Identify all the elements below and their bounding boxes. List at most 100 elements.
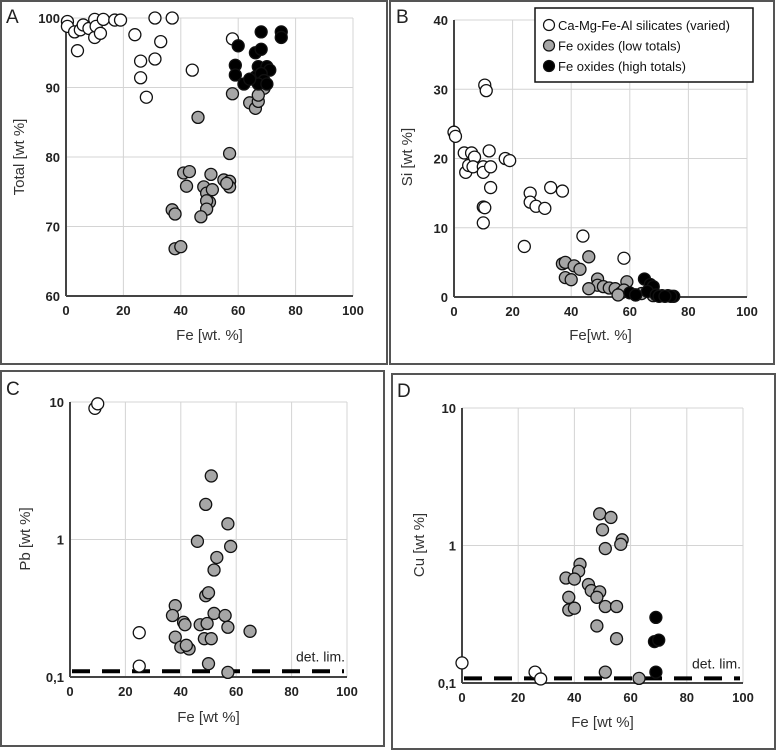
- data-point-white: [478, 201, 492, 215]
- data-point-gray: [179, 638, 193, 652]
- legend-marker-white: [542, 18, 556, 32]
- data-point-white: [576, 229, 590, 243]
- x-tick-label: 20: [118, 684, 132, 699]
- data-point-gray: [567, 572, 582, 586]
- x-tick-label: 40: [174, 303, 188, 318]
- legend-label: Fe oxides (high totals): [558, 59, 686, 74]
- data-point-gray: [225, 87, 240, 101]
- y-tick-label: 80: [46, 150, 60, 165]
- data-point-black: [652, 633, 666, 647]
- y-axis-title: Total [wt %]: [11, 119, 28, 196]
- x-tick-label: 100: [342, 303, 364, 318]
- panel-d: 0 20 40 60 80 100 0,1 1 10 Fe [wt %] Cu [wt %] Ddet…: [391, 373, 776, 750]
- data-point-gray: [168, 630, 182, 644]
- x-tick-label: 20: [505, 304, 519, 319]
- data-point-gray: [567, 601, 582, 615]
- data-point-white: [139, 90, 154, 104]
- series-black: [623, 272, 681, 303]
- legend-label: Fe oxides (low totals): [558, 39, 681, 54]
- data-point-gray: [179, 179, 194, 193]
- series-black: [647, 610, 666, 679]
- data-point-gray: [220, 176, 234, 191]
- data-point-gray: [190, 534, 205, 548]
- data-point-gray: [224, 539, 238, 554]
- data-point-white: [544, 180, 558, 195]
- data-point-white: [476, 216, 490, 230]
- x-tick-label: 60: [231, 303, 245, 318]
- data-point-gray: [632, 671, 646, 686]
- y-tick-label: 20: [434, 152, 448, 167]
- panel-frame: [0, 0, 388, 365]
- panel-a: 0 20 40 60 80 100 60 70 80 90 100 Fe [wt. %] Total […: [0, 0, 388, 365]
- data-point-black: [658, 289, 672, 303]
- panel-frame: [0, 370, 385, 747]
- data-point-gray: [598, 599, 612, 614]
- panel-letter: D: [397, 381, 411, 402]
- data-point-black: [260, 77, 274, 91]
- data-point-black: [649, 665, 663, 679]
- legend-box: [534, 7, 754, 83]
- data-point-gray: [194, 210, 208, 224]
- data-point-gray: [609, 599, 624, 614]
- data-point-gray: [221, 665, 235, 680]
- y-tick-label: 0: [441, 290, 448, 305]
- data-point-gray: [182, 164, 197, 179]
- data-point-gray: [611, 288, 625, 302]
- data-point-white: [479, 83, 493, 98]
- data-point-gray: [573, 262, 587, 276]
- data-point-gray: [595, 523, 610, 537]
- data-point-white: [128, 28, 142, 42]
- y-tick-label: 1: [57, 533, 64, 548]
- series-white: [88, 397, 146, 673]
- x-tick-label: 100: [732, 690, 754, 705]
- y-tick-label: 10: [442, 401, 456, 416]
- data-point-white: [617, 251, 631, 265]
- y-tick-label: 60: [46, 289, 60, 304]
- data-point-white: [133, 71, 148, 85]
- data-point-black: [649, 610, 663, 625]
- data-point-gray: [201, 657, 216, 671]
- panel-c: 0 20 40 60 80 100 0,1 1 10 Fe [wt %] Pb [wt %] Cdet…: [0, 370, 385, 747]
- data-point-white: [503, 153, 517, 168]
- y-tick-label: 0,1: [46, 670, 64, 685]
- data-point-white: [93, 26, 108, 40]
- legend-marker-black: [542, 59, 556, 73]
- series-white: [447, 78, 631, 265]
- data-point-white: [96, 12, 110, 27]
- x-tick-label: 60: [623, 304, 637, 319]
- data-point-gray: [174, 240, 188, 254]
- x-tick-label: 0: [66, 684, 73, 699]
- x-tick-label: 80: [284, 684, 298, 699]
- data-point-black: [254, 42, 268, 56]
- data-point-gray: [562, 590, 576, 604]
- panel-letter: B: [396, 7, 409, 28]
- data-point-white: [483, 160, 498, 174]
- data-point-gray: [221, 517, 235, 531]
- data-point-gray: [582, 250, 596, 264]
- data-point-gray: [582, 282, 596, 296]
- data-point-gray: [204, 469, 218, 483]
- detection-limit-label: det. lim.: [296, 648, 345, 664]
- data-point-gray: [614, 537, 628, 551]
- data-point-white: [482, 144, 496, 158]
- data-point-black: [228, 68, 242, 82]
- series-white: [455, 656, 548, 686]
- y-tick-label: 100: [38, 11, 60, 26]
- y-tick-label: 1: [449, 539, 456, 554]
- data-point-white: [483, 180, 498, 195]
- series-white: [60, 11, 240, 104]
- data-point-gray: [204, 167, 218, 182]
- x-tick-label: 40: [567, 690, 581, 705]
- x-tick-label: 40: [174, 684, 188, 699]
- series-gray: [165, 81, 271, 256]
- data-point-gray: [204, 632, 218, 646]
- legend-label: Ca-Mg-Fe-Al silicates (varied): [558, 18, 730, 33]
- y-axis-title: Pb [wt %]: [17, 507, 34, 570]
- data-point-gray: [590, 619, 604, 633]
- x-tick-label: 80: [680, 690, 694, 705]
- series-gray: [165, 469, 257, 680]
- data-point-gray: [205, 183, 220, 197]
- data-point-gray: [243, 624, 257, 638]
- x-axis-title: Fe [wt %]: [177, 709, 240, 726]
- data-point-white: [555, 184, 570, 198]
